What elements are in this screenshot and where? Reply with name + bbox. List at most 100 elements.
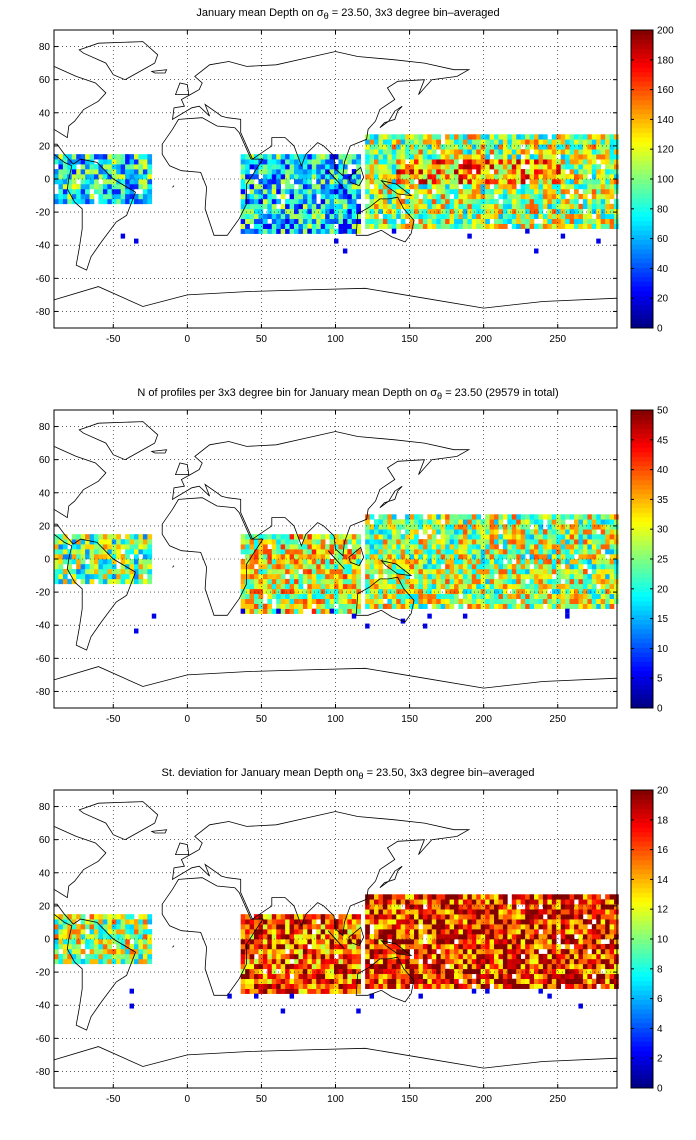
heatmap-cell — [462, 549, 468, 555]
heatmap-cell — [489, 973, 495, 980]
heatmap-cell — [240, 978, 246, 984]
heatmap-cell — [516, 544, 521, 550]
heatmap-cell — [342, 164, 348, 170]
heatmap-cell — [405, 154, 410, 160]
heatmap-cell — [458, 179, 464, 185]
heatmap-cell — [391, 958, 397, 965]
heatmap-cell — [525, 223, 530, 229]
heatmap-cell — [289, 223, 295, 229]
heatmap-cell — [551, 144, 557, 150]
heatmap-cell — [391, 169, 397, 175]
heatmap-cell — [538, 924, 544, 930]
heatmap-cell — [249, 593, 255, 600]
heatmap-cell — [138, 958, 144, 965]
heatmap-cell — [280, 943, 286, 950]
heatmap-cell — [342, 179, 348, 185]
heatmap-cell — [462, 174, 468, 180]
heatmap-cell — [587, 159, 593, 165]
heatmap-cell — [467, 544, 473, 550]
heatmap-cell — [289, 573, 295, 580]
heatmap-cell — [414, 948, 419, 955]
heatmap-cell — [427, 174, 433, 180]
heatmap-cell — [129, 174, 135, 180]
heatmap-cell — [529, 193, 535, 200]
heatmap-cell — [471, 534, 477, 540]
heatmap-cell — [582, 948, 588, 955]
heatmap-cell — [334, 193, 339, 200]
heatmap-cell — [480, 924, 486, 930]
heatmap-cell — [449, 524, 455, 530]
heatmap-cell — [409, 559, 415, 565]
heatmap-cell — [262, 924, 268, 930]
heatmap-cell — [378, 154, 384, 160]
heatmap-cell — [596, 958, 602, 965]
heatmap-cell — [427, 159, 433, 165]
heatmap-cell — [449, 188, 455, 195]
heatmap-cell — [467, 598, 473, 604]
heatmap-cell — [276, 228, 281, 234]
heatmap-cell — [480, 134, 486, 140]
heatmap-cell — [276, 939, 281, 945]
heatmap-cell — [245, 223, 250, 229]
heatmap-cell — [387, 983, 393, 989]
heatmap-cell — [414, 559, 419, 565]
heatmap-cell — [245, 919, 250, 925]
heatmap-cell — [134, 159, 139, 165]
heatmap-cell — [502, 179, 508, 185]
heatmap-cell — [280, 924, 286, 930]
heatmap-cell — [249, 544, 255, 550]
colorbar-step — [631, 451, 653, 457]
heatmap-cell — [551, 203, 557, 210]
heatmap-cell — [525, 963, 530, 970]
heatmap-cell — [605, 968, 610, 975]
colorbar-step — [631, 206, 653, 212]
x-tick-label: 250 — [549, 334, 566, 345]
heatmap-cell — [422, 563, 428, 570]
heatmap-cell — [587, 549, 593, 555]
heatmap-cell — [271, 563, 277, 570]
heatmap-cell — [387, 514, 393, 520]
heatmap-cell — [369, 568, 375, 575]
heatmap-cell — [71, 544, 77, 550]
heatmap-cell — [556, 603, 561, 609]
heatmap-cell — [498, 144, 504, 150]
heatmap-cell — [458, 188, 464, 195]
heatmap-cell — [289, 948, 295, 955]
heatmap-cell — [605, 524, 610, 530]
heatmap-cell — [582, 963, 588, 970]
heatmap-cell — [605, 213, 610, 220]
heatmap-cell — [560, 948, 566, 955]
heatmap-cell — [591, 554, 597, 560]
heatmap-cell — [511, 958, 517, 965]
heatmap-cell — [378, 529, 384, 535]
heatmap-cell — [467, 139, 473, 145]
heatmap-cell — [258, 948, 264, 955]
heatmap-cell — [440, 169, 446, 175]
heatmap-cell — [267, 193, 273, 200]
heatmap-cell — [556, 188, 561, 195]
heatmap-cell — [516, 519, 521, 525]
heatmap-cell — [462, 929, 468, 935]
heatmap-cell — [591, 203, 597, 210]
heatmap-cell — [280, 174, 286, 180]
heatmap-cell — [249, 559, 255, 565]
heatmap-cell — [258, 963, 264, 970]
heatmap-cell — [374, 983, 379, 989]
heatmap-cell — [449, 559, 455, 565]
heatmap-cell — [489, 943, 495, 950]
heatmap-cell — [62, 159, 68, 165]
heatmap-cell — [280, 223, 286, 229]
heatmap-cell — [396, 149, 401, 155]
heatmap-cell — [534, 198, 539, 205]
heatmap-cell — [520, 218, 526, 224]
heatmap-cell — [596, 978, 602, 984]
heatmap-cell — [538, 573, 544, 580]
heatmap-cell — [614, 554, 619, 560]
heatmap-cell — [418, 554, 424, 560]
heatmap-cell — [378, 149, 384, 155]
heatmap-cell — [347, 988, 353, 994]
heatmap-cell — [245, 588, 250, 595]
heatmap-cell — [58, 169, 64, 175]
heatmap-cell — [369, 598, 375, 604]
heatmap-cell — [498, 193, 504, 200]
